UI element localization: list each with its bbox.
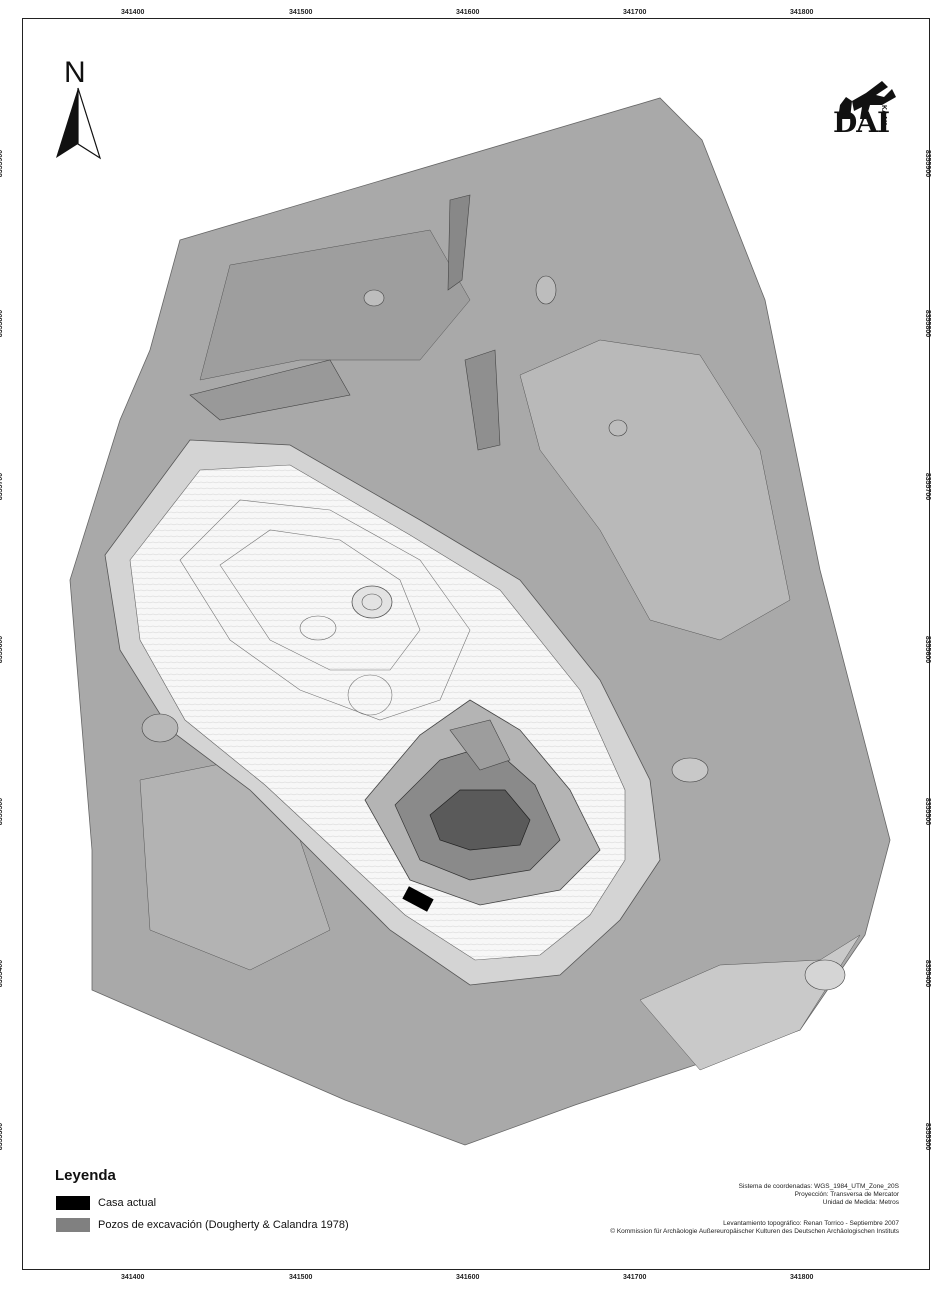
dai-logo-text: DAI [833,106,890,139]
legend-swatch-pozos [56,1218,90,1232]
y-tick-left-7: 8355300 [0,1122,5,1151]
dai-griffin-logo-icon [838,81,896,119]
pit-southeast [804,959,846,991]
contour-ring-1 [179,499,471,721]
y-tick-left-5: 8355500 [0,797,5,826]
terrain-zone-southeast [639,934,861,1071]
crs-text: Sistema de coordenadas: WGS_1984_UTM_Zon… [738,1183,899,1190]
knoll-center [347,674,393,716]
y-tick-left-4: 8355600 [0,635,5,664]
y-tick-left-3: 8355700 [0,472,5,501]
depression-inner [429,789,531,851]
terrain-zone-north [199,229,471,381]
copyright-text: © Kommission für Archäologie Außereuropä… [610,1228,899,1235]
pit-west [141,713,179,743]
y-tick-left-1: 8355900 [0,149,5,178]
pit-north [363,289,385,307]
projection-info: Sistema de coordenadas: WGS_1984_UTM_Zon… [739,1183,899,1207]
legend-label-casa: Casa actual [98,1197,157,1209]
topographic-map [69,97,891,1146]
survey-text: Levantamiento topográfico: Renan Torrico… [723,1220,899,1227]
pit-northeast [535,275,557,305]
knoll-north [351,585,393,619]
x-tick-top-4: 341700 [623,9,647,16]
x-tick-bottom-5: 341800 [790,1274,814,1281]
ridge-north-1 [447,194,471,291]
x-tick-bottom-3: 341600 [456,1274,480,1281]
legend-title: Leyenda [55,1167,116,1184]
terrain-zone-east [519,339,791,641]
x-tick-bottom-4: 341700 [623,1274,647,1281]
legend-swatch-casa [56,1196,90,1210]
legend-label-pozos: Pozos de excavación (Dougherty & Calandr… [98,1219,349,1231]
x-tick-bottom-2: 341500 [289,1274,313,1281]
x-tick-top-2: 341500 [289,9,313,16]
legend-item-pozos: Pozos de excavación (Dougherty & Calandr… [56,1218,349,1232]
x-tick-top-1: 341400 [121,9,145,16]
pit-east [608,419,628,437]
north-label: N [64,56,86,89]
map-frame [22,18,930,1270]
units-text: Unidad de Medida: Metros [822,1199,899,1206]
ridge-northwest [189,359,351,421]
kaak-logo-text: KAAK [880,105,887,126]
casa-actual-marker [402,886,434,912]
x-tick-top-5: 341800 [790,9,814,16]
projection-text: Proyección: Transversa de Mercator [794,1191,899,1198]
y-tick-left-6: 8355400 [0,959,5,988]
x-tick-top-3: 341600 [456,9,480,16]
ridge-north-2 [464,349,501,451]
credits-info: Levantamiento topográfico: Renan Torrico… [610,1220,899,1236]
knoll-west [299,615,337,641]
x-tick-bottom-1: 341400 [121,1274,145,1281]
y-tick-left-2: 8355800 [0,309,5,338]
legend-item-casa: Casa actual [56,1196,156,1210]
north-arrow-icon [56,87,102,160]
pit-east-2 [671,757,709,783]
contour-ring-2 [219,529,421,671]
